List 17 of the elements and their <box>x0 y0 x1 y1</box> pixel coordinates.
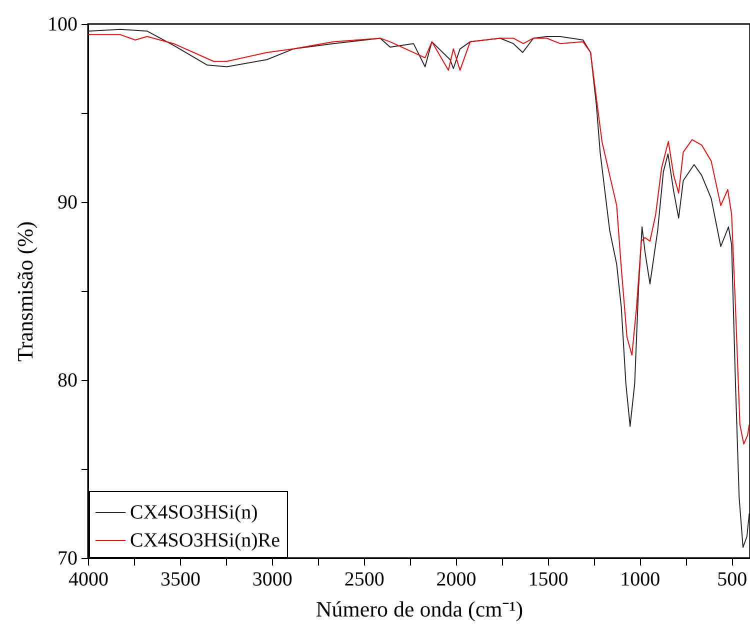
y-axis-title: Transmisão (%) <box>12 221 38 362</box>
y-tick-label: 100 <box>48 14 78 36</box>
x-tick-label: 500 <box>717 568 748 590</box>
x-tick-label: 2500 <box>344 568 384 590</box>
y-tick-label: 80 <box>58 370 78 392</box>
y-tick-label: 70 <box>58 548 78 570</box>
x-axis-title: Número de onda (cm⁻¹) <box>316 596 524 622</box>
y-tick-label: 90 <box>58 192 78 214</box>
x-tick-label: 2000 <box>436 568 476 590</box>
x-tick-label: 3500 <box>160 568 200 590</box>
x-tick-label: 4000 <box>68 568 108 590</box>
x-tick-label: 1500 <box>528 568 568 590</box>
x-tick-label: 1000 <box>620 568 660 590</box>
legend-label: CX4SO3HSi(n)Re <box>130 530 280 552</box>
line-series <box>88 34 750 445</box>
x-tick-label: 3000 <box>252 568 292 590</box>
legend-label: CX4SO3HSi(n) <box>130 502 258 524</box>
